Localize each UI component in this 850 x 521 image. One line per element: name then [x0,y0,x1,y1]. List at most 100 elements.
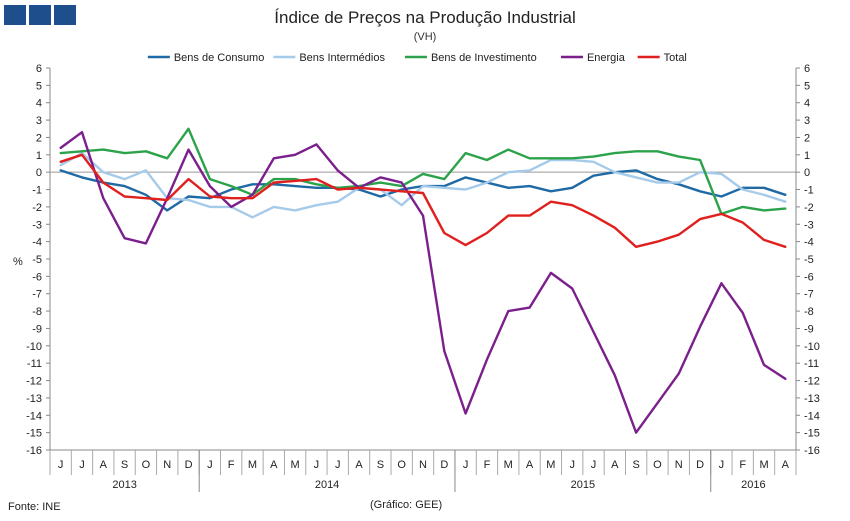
y-tick-label-right: 1 [804,150,810,162]
series-line [59,153,787,249]
y-tick-label-left: 3 [36,115,42,127]
y-tick-label-left: 6 [36,63,42,75]
y-tick-label-right: -7 [804,289,814,301]
y-tick-label-left: -5 [32,254,42,266]
x-tick-label-month: F [228,459,235,471]
y-tick-label-right: 5 [804,80,810,92]
x-tick-label-month: S [121,459,128,471]
series-line [59,130,787,434]
y-tick-label-left: -12 [26,376,42,388]
y-tick-label-right: -6 [804,271,814,283]
x-tick-label-year: 2014 [315,479,339,491]
x-tick-label-month: A [526,459,534,471]
legend-label: Total [664,52,687,64]
x-tick-label-month: M [248,459,257,471]
x-tick-label-month: A [100,459,108,471]
y-tick-label-left: -13 [26,393,42,405]
y-tick-label-right: -15 [804,428,820,440]
x-tick-label-month: J [58,459,64,471]
chart-subtitle: (VH) [413,31,437,43]
y-tick-label-right: -8 [804,306,814,318]
legend-label: Bens de Investimento [431,52,537,64]
y-tick-label-left: -15 [26,428,42,440]
y-tick-label-right: -13 [804,393,820,405]
x-tick-label-month: J [591,459,597,471]
x-tick-label-month: S [377,459,384,471]
y-tick-label-left: -10 [26,341,42,353]
x-tick-label-month: J [463,459,469,471]
y-tick-label-left: -1 [32,185,42,197]
y-tick-label-left: -3 [32,219,42,231]
y-tick-label-right: -16 [804,445,820,457]
y-tick-label-left: -4 [32,237,42,249]
y-tick-label-right: -2 [804,202,814,214]
x-tick-label-year: 2015 [571,479,595,491]
legend-label: Bens Intermédios [299,52,385,64]
y-tick-label-right: 0 [804,167,810,179]
y-tick-label-right: -14 [804,410,820,422]
x-tick-label-month: M [759,459,768,471]
x-tick-label-month: F [739,459,746,471]
y-tick-label-right: -9 [804,323,814,335]
legend-label: Bens de Consumo [174,52,265,64]
source-note: Fonte: INE [8,501,61,513]
x-tick-label-month: J [335,459,341,471]
x-tick-label-month: F [484,459,491,471]
ine-logo [4,5,76,25]
x-tick-label-month: S [632,459,639,471]
logo-square [29,5,51,25]
x-tick-label-month: N [163,459,171,471]
x-tick-label-month: M [291,459,300,471]
y-tick-label-right: -4 [804,237,814,249]
chart-credit: (Gráfico: GEE) [370,499,443,511]
y-tick-label-right: 2 [804,132,810,144]
series-line [59,151,787,219]
x-tick-label-month: M [546,459,555,471]
legend-label: Energia [587,52,626,64]
y-tick-label-left: -2 [32,202,42,214]
y-tick-label-left: -6 [32,271,42,283]
y-axis-label: % [13,256,23,268]
y-tick-label-right: -10 [804,341,820,353]
x-tick-label-month: D [440,459,448,471]
y-tick-label-left: 5 [36,80,42,92]
y-tick-label-left: -8 [32,306,42,318]
y-tick-label-right: 4 [804,98,810,110]
y-tick-label-left: 4 [36,98,42,110]
y-tick-label-left: -16 [26,445,42,457]
y-tick-label-left: -7 [32,289,42,301]
x-tick-label-year: 2013 [112,479,136,491]
x-tick-label-month: O [397,459,406,471]
x-tick-label-month: A [782,459,790,471]
y-tick-label-left: 2 [36,132,42,144]
y-tick-label-right: -1 [804,185,814,197]
y-tick-label-left: -14 [26,410,42,422]
logo-square [4,5,26,25]
y-tick-label-right: 6 [804,63,810,75]
x-tick-label-month: D [185,459,193,471]
x-tick-label-month: A [355,459,363,471]
x-tick-label-month: A [270,459,278,471]
series-line [59,127,787,216]
x-tick-label-month: J [79,459,85,471]
x-tick-label-month: J [719,459,725,471]
x-tick-label-month: N [675,459,683,471]
y-tick-label-left: -11 [27,358,42,370]
x-tick-label-month: D [696,459,704,471]
x-tick-label-month: J [207,459,213,471]
y-tick-label-right: -12 [804,376,820,388]
y-tick-label-left: -9 [32,323,42,335]
x-tick-label-month: O [142,459,151,471]
y-tick-label-right: -3 [804,219,814,231]
x-tick-label-month: J [569,459,575,471]
y-tick-label-right: 3 [804,115,810,127]
x-tick-label-month: J [314,459,320,471]
y-tick-label-left: 1 [36,150,42,162]
x-tick-label-month: N [419,459,427,471]
logo-square [54,5,76,25]
y-tick-label-right: -5 [804,254,814,266]
x-tick-label-year: 2016 [741,479,765,491]
x-tick-label-month: M [504,459,513,471]
x-tick-label-month: O [653,459,662,471]
